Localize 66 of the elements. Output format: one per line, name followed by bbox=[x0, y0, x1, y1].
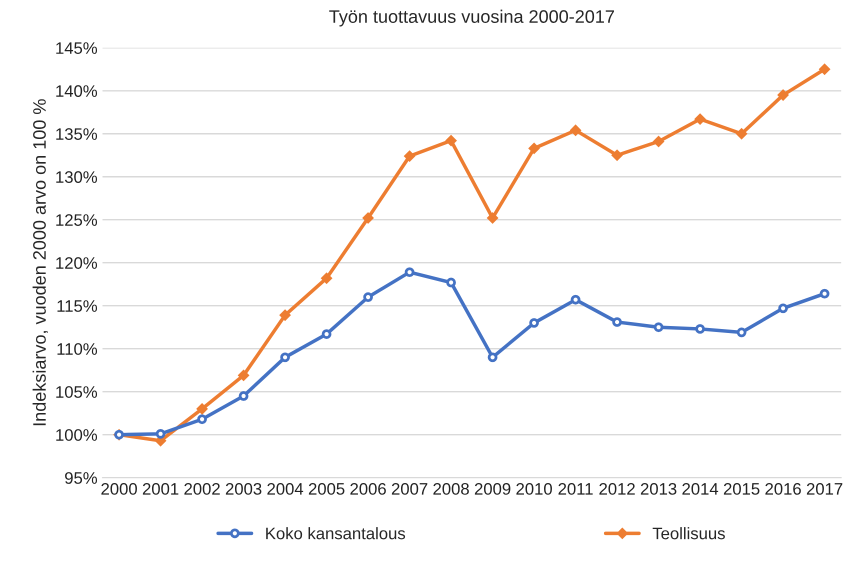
x-tick-label: 2003 bbox=[226, 483, 262, 495]
y-tick-label: 105% bbox=[56, 386, 98, 398]
x-tick-label: 2014 bbox=[682, 483, 718, 495]
x-tick-label: 2001 bbox=[142, 483, 178, 495]
x-tick-label: 2016 bbox=[765, 483, 801, 495]
point bbox=[196, 404, 208, 414]
point bbox=[612, 317, 622, 327]
point bbox=[321, 272, 332, 284]
point bbox=[404, 150, 415, 162]
point bbox=[529, 318, 539, 328]
point bbox=[362, 212, 374, 224]
point bbox=[820, 288, 830, 299]
point bbox=[197, 414, 207, 424]
point bbox=[819, 64, 830, 75]
point bbox=[363, 292, 373, 302]
point bbox=[446, 135, 456, 146]
point bbox=[528, 143, 540, 154]
y-tick-label: 115% bbox=[57, 300, 98, 312]
point bbox=[570, 125, 581, 136]
point bbox=[238, 370, 249, 381]
point bbox=[612, 150, 622, 161]
y-tick-label: 100% bbox=[56, 429, 98, 441]
point bbox=[694, 114, 706, 124]
y-tick-label: 120% bbox=[56, 257, 98, 269]
point bbox=[280, 352, 290, 362]
chart-title: Työn tuottavuus vuosina 2000-2017 bbox=[329, 10, 614, 27]
y-axis-title: Indeksiarvo, vuoden 2000 arvo on 100 % bbox=[32, 99, 48, 426]
point bbox=[322, 329, 332, 339]
x-tick-label: 2007 bbox=[392, 483, 428, 495]
point bbox=[404, 267, 414, 278]
legend-label: Teollisuus bbox=[652, 527, 725, 540]
x-tick-label: 2011 bbox=[558, 483, 593, 495]
x-tick-label: 2005 bbox=[308, 483, 344, 495]
y-tick-label: 110% bbox=[57, 343, 98, 355]
legend-label: Koko kansantalous bbox=[266, 527, 406, 540]
point bbox=[446, 278, 456, 288]
point bbox=[653, 136, 664, 147]
x-tick-label: 2017 bbox=[806, 483, 842, 495]
y-tick-label: 130% bbox=[56, 171, 98, 183]
point bbox=[736, 328, 746, 338]
x-tick-label: 2002 bbox=[184, 483, 220, 495]
y-tick-label: 95% bbox=[65, 472, 98, 484]
point bbox=[487, 212, 498, 224]
y-tick-label: 145% bbox=[56, 42, 98, 54]
x-tick-label: 2000 bbox=[101, 483, 137, 495]
point bbox=[736, 128, 747, 140]
x-tick-label: 2004 bbox=[267, 483, 304, 495]
point bbox=[778, 303, 788, 314]
point bbox=[654, 322, 664, 332]
point bbox=[280, 310, 290, 321]
point bbox=[570, 294, 580, 305]
x-tick-label: 2015 bbox=[724, 483, 760, 495]
y-tick-label: 135% bbox=[56, 128, 98, 140]
point bbox=[156, 428, 166, 439]
point bbox=[488, 352, 498, 362]
x-tick-label: 2006 bbox=[350, 483, 386, 495]
point bbox=[238, 391, 248, 401]
x-tick-label: 2009 bbox=[474, 483, 510, 495]
y-tick-label: 140% bbox=[56, 85, 98, 97]
y-tick-label: 125% bbox=[56, 214, 98, 226]
x-tick-label: 2008 bbox=[433, 483, 469, 495]
point bbox=[778, 90, 788, 100]
x-tick-label: 2010 bbox=[516, 483, 552, 495]
x-tick-label: 2012 bbox=[599, 483, 635, 495]
x-tick-label: 2013 bbox=[640, 483, 676, 495]
point bbox=[695, 324, 705, 334]
